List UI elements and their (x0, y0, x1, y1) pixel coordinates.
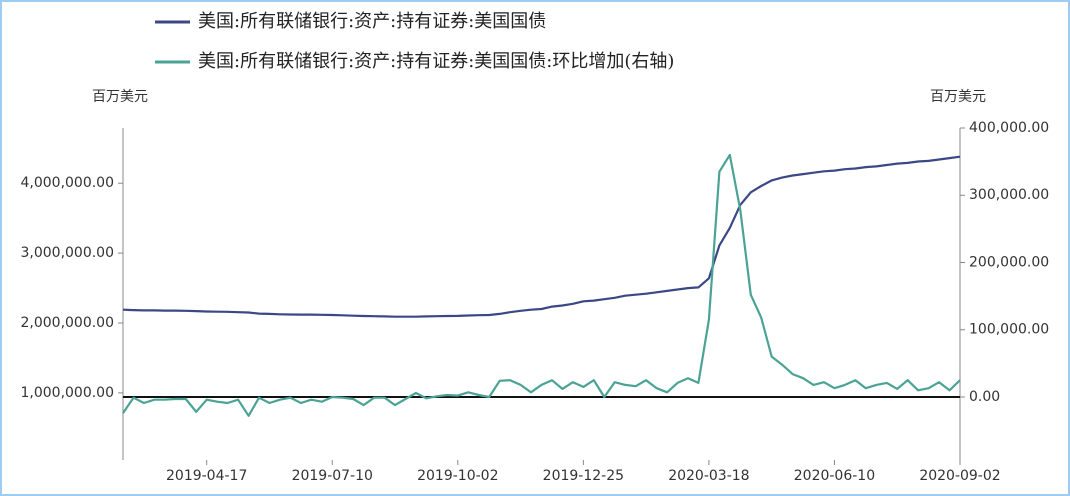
x-tick-label: 2019-12-25 (543, 468, 624, 484)
y-axis-label: 百万美元 (92, 89, 148, 105)
y2-tick-label: 300,000.00 (969, 187, 1049, 203)
y2-tick-label: 100,000.00 (969, 322, 1049, 338)
x-tick-label: 2019-07-10 (292, 468, 373, 484)
y-tick-label: 1,000,000.00 (20, 385, 114, 401)
series-line (122, 153, 961, 417)
series-line (122, 155, 961, 318)
y2-tick-label: 200,000.00 (969, 254, 1049, 270)
y2-tick-label: 0.00 (969, 389, 1000, 405)
x-tick-label: 2020-06-10 (794, 468, 875, 484)
y-tick-label: 4,000,000.00 (20, 175, 114, 191)
y-tick-label: 2,000,000.00 (20, 315, 114, 331)
legend-label: 美国:所有联储银行:资产:持有证券:美国国债:环比增加(右轴) (198, 51, 674, 72)
x-tick-label: 2020-09-02 (919, 468, 1000, 484)
y2-tick-label: 400,000.00 (969, 120, 1049, 136)
legend-label: 美国:所有联储银行:资产:持有证券:美国国债 (198, 11, 546, 32)
x-tick-label: 2020-03-18 (668, 468, 749, 484)
y-tick-label: 3,000,000.00 (20, 245, 114, 261)
x-tick-label: 2019-10-02 (417, 468, 498, 484)
x-tick-label: 2019-04-17 (166, 468, 247, 484)
y2-axis-label: 百万美元 (930, 89, 986, 105)
